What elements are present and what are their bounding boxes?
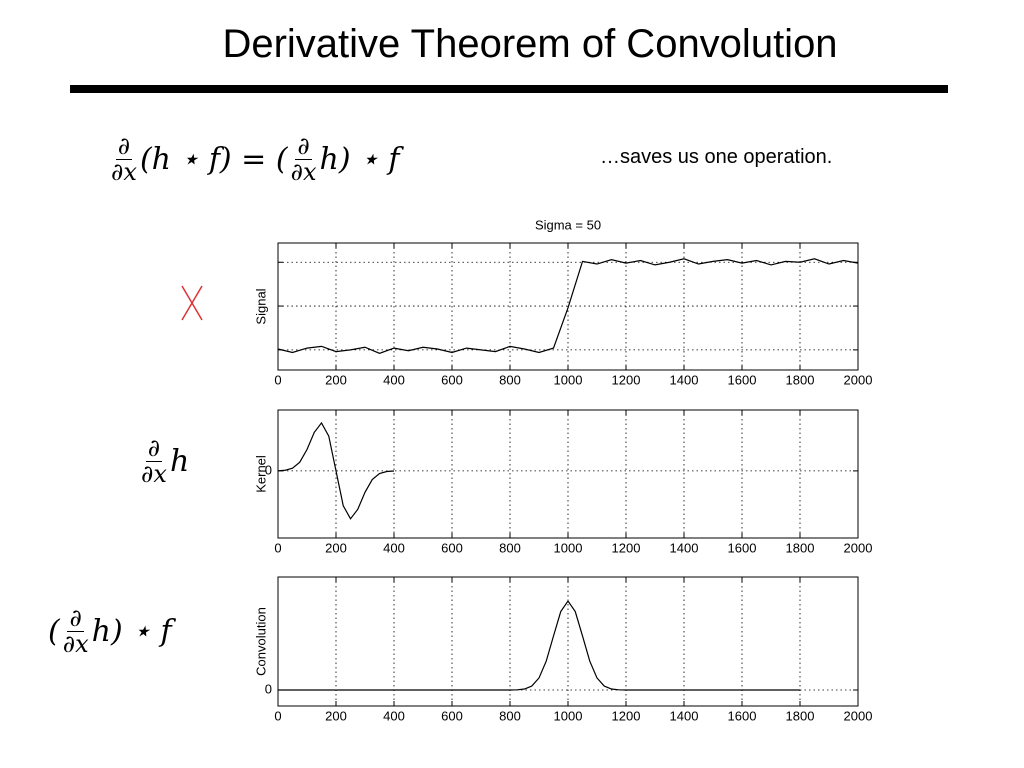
- numerator: ∂: [115, 132, 133, 161]
- fraction: ∂ ∂x: [111, 132, 137, 187]
- x-tick-label: 0: [274, 708, 281, 723]
- denominator: ∂x: [111, 158, 137, 187]
- x-tick-label: 1000: [554, 372, 583, 387]
- x-tick-label: 200: [325, 372, 347, 387]
- x-tick-label: 200: [325, 540, 347, 555]
- x-tick-label: 800: [499, 540, 521, 555]
- denominator: ∂x: [290, 158, 317, 187]
- math-text: h: [169, 444, 190, 480]
- denominator: ∂x: [141, 460, 167, 489]
- series-line: [277, 421, 395, 520]
- x-tick-label: 600: [441, 540, 463, 555]
- x-tick-label: 2000: [844, 372, 873, 387]
- x-tick-label: 400: [383, 540, 405, 555]
- equation: ∂ ∂x (h ⋆ f) = (∂ ∂x h) ⋆ f: [108, 132, 400, 187]
- red-cross: [181, 285, 203, 321]
- fraction: ∂ ∂x: [62, 604, 89, 659]
- x-tick-label: 600: [441, 372, 463, 387]
- x-tick-label: 400: [383, 372, 405, 387]
- x-tick-label: 1000: [554, 708, 583, 723]
- x-tick-label: 1200: [612, 372, 641, 387]
- convolution-formula: (∂ ∂x h) ⋆ f: [48, 604, 172, 659]
- math-text: h) ⋆ f: [91, 614, 172, 650]
- y-tick-label: 0: [265, 462, 272, 477]
- x-tick-label: 1600: [728, 540, 757, 555]
- slide-title: Derivative Theorem of Convolution: [222, 22, 838, 66]
- numerator: ∂: [67, 604, 84, 633]
- x-tick-label: 0: [274, 372, 281, 387]
- series-line: [278, 599, 800, 691]
- series-line: [277, 258, 859, 355]
- x-tick-label: 1600: [728, 372, 757, 387]
- y-axis-label: Kernel: [253, 455, 268, 493]
- x-tick-label: 400: [383, 708, 405, 723]
- chart-title: Sigma = 50: [535, 217, 601, 232]
- x-tick-label: 1200: [612, 708, 641, 723]
- x-tick-label: 1800: [786, 708, 815, 723]
- x-tick-label: 0: [274, 540, 281, 555]
- y-tick-label: 0: [265, 681, 272, 696]
- x-tick-label: 1800: [786, 372, 815, 387]
- fraction: ∂ ∂x: [141, 434, 167, 489]
- note: …saves us one operation.: [600, 146, 833, 168]
- x-tick-label: 1000: [554, 540, 583, 555]
- x-tick-label: 2000: [844, 708, 873, 723]
- fraction: ∂ ∂x: [290, 132, 317, 187]
- x-tick-label: 600: [441, 708, 463, 723]
- x-tick-label: 1400: [670, 708, 699, 723]
- x-tick-label: 1400: [670, 372, 699, 387]
- math-text: (: [48, 614, 60, 650]
- y-axis-label: Convolution: [253, 607, 268, 676]
- x-tick-label: 200: [325, 708, 347, 723]
- cross-stroke: [181, 285, 203, 321]
- x-tick-label: 800: [499, 708, 521, 723]
- x-tick-label: 1800: [786, 540, 815, 555]
- numerator: ∂: [145, 434, 163, 463]
- x-tick-label: 800: [499, 372, 521, 387]
- math-text: h) ⋆ f: [319, 142, 400, 178]
- math-text: (h ⋆ f) = (: [139, 142, 288, 178]
- title-rule: [70, 85, 948, 93]
- denominator: ∂x: [62, 630, 89, 659]
- x-tick-label: 1200: [612, 540, 641, 555]
- kernel-formula: ∂ ∂x h: [138, 434, 190, 489]
- x-tick-label: 1400: [670, 540, 699, 555]
- x-tick-label: 1600: [728, 708, 757, 723]
- numerator: ∂: [295, 132, 312, 161]
- x-tick-label: 2000: [844, 540, 873, 555]
- y-axis-label: Signal: [253, 288, 268, 324]
